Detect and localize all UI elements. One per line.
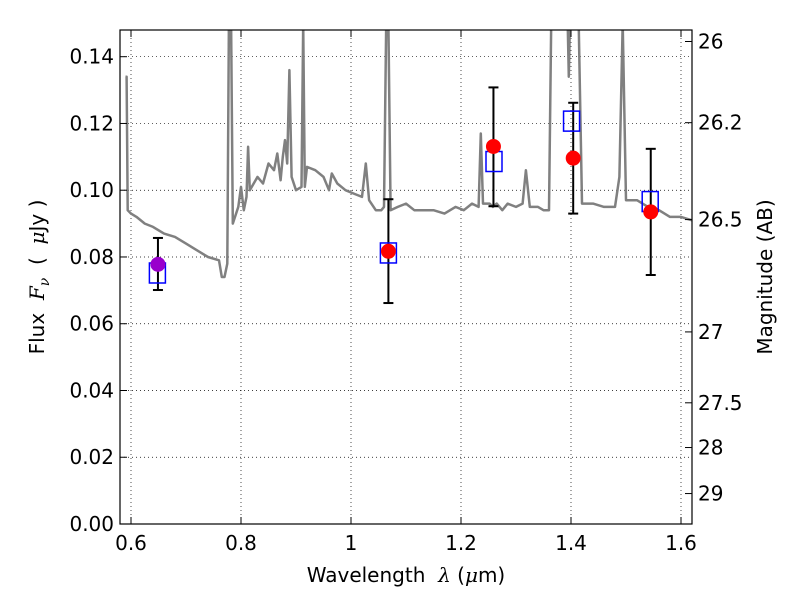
x-tick-label: 1.4 <box>555 531 587 555</box>
y-tick-label: 0.12 <box>69 111 114 135</box>
y-axis-label: Flux Fν ( μJy ) <box>25 200 53 355</box>
y-tick-label: 0.04 <box>69 378 114 402</box>
y-tick-label: 0.06 <box>69 312 114 336</box>
y2-tick-label: 27 <box>698 320 723 344</box>
y2-tick-label: 26.2 <box>698 111 743 135</box>
x-tick-label: 1.2 <box>445 531 477 555</box>
y2-tick-label: 29 <box>698 482 723 506</box>
x-tick-label: 1 <box>345 531 358 555</box>
plot-frame <box>119 29 693 525</box>
y2-axis-label: Magnitude (AB) <box>753 199 777 354</box>
y2-tick-label: 26 <box>698 30 723 54</box>
model-photometry-marker <box>562 110 581 132</box>
y-tick-label: 0.02 <box>69 445 114 469</box>
y-tick-label: 0.00 <box>69 512 114 536</box>
axis-ticks: 0.6 0.8 1 1.2 1.4 1.6 0.00 0.02 0.04 0.06 0.08 0.10… <box>69 30 742 555</box>
observed-data-point <box>380 243 396 259</box>
observed-data-point <box>150 256 166 272</box>
model-photometry-marker <box>379 242 398 264</box>
x-tick-label: 0.6 <box>115 531 147 555</box>
y2-tick-label: 27.5 <box>698 391 743 415</box>
x-tick-label: 1.6 <box>665 531 697 555</box>
observed-data-point <box>643 204 659 220</box>
y2-tick-label: 26.5 <box>698 208 743 232</box>
y-tick-label: 0.10 <box>69 178 114 202</box>
x-axis-label: Wavelength λ (μm) <box>307 563 506 587</box>
x-tick-label: 0.8 <box>225 531 257 555</box>
y-tick-label: 0.08 <box>69 245 114 269</box>
observed-data-point <box>485 138 501 154</box>
model-spectrum-line <box>125 30 692 279</box>
y-tick-label: 0.14 <box>69 45 114 69</box>
plot-area <box>125 30 692 305</box>
observed-data-point <box>565 150 581 166</box>
y2-tick-label: 28 <box>698 436 723 460</box>
